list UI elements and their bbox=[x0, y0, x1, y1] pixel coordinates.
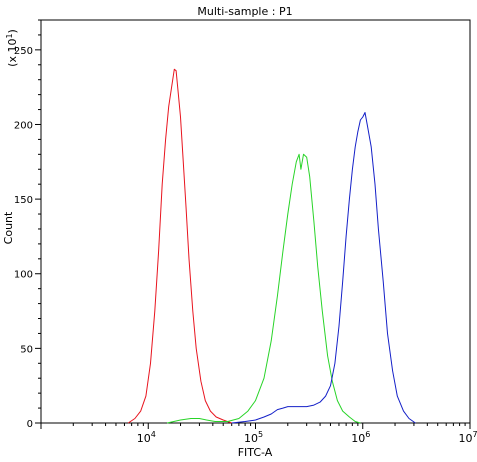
y-tick-label: 100 bbox=[14, 270, 33, 281]
x-axis-ticks: 104 105 106 107 bbox=[40, 423, 477, 445]
y-tick-label: 0 bbox=[27, 419, 33, 430]
x-tick-label: 104 bbox=[137, 430, 156, 445]
plot-frame bbox=[40, 19, 471, 424]
histogram-series-1 bbox=[127, 68, 232, 424]
y-multiplier-label: (x 101) bbox=[5, 29, 19, 67]
x-tick-label: 106 bbox=[351, 430, 370, 445]
y-tick-label: 150 bbox=[14, 195, 33, 206]
y-axis-ticks: 0 50 100 150 200 250 bbox=[14, 19, 41, 430]
x-tick-label: 107 bbox=[458, 430, 477, 445]
series-layer bbox=[127, 68, 416, 424]
x-tick-label: 105 bbox=[244, 430, 263, 445]
y-axis-label: Count bbox=[2, 211, 15, 244]
y-tick-label: 250 bbox=[14, 46, 33, 57]
chart-title: Multi-sample : P1 bbox=[197, 5, 292, 18]
x-axis-label: FITC-A bbox=[238, 446, 273, 459]
histogram-series-3 bbox=[231, 112, 416, 424]
histogram-series-2 bbox=[166, 153, 361, 424]
y-tick-label: 200 bbox=[14, 120, 33, 131]
y-tick-label: 50 bbox=[20, 344, 33, 355]
